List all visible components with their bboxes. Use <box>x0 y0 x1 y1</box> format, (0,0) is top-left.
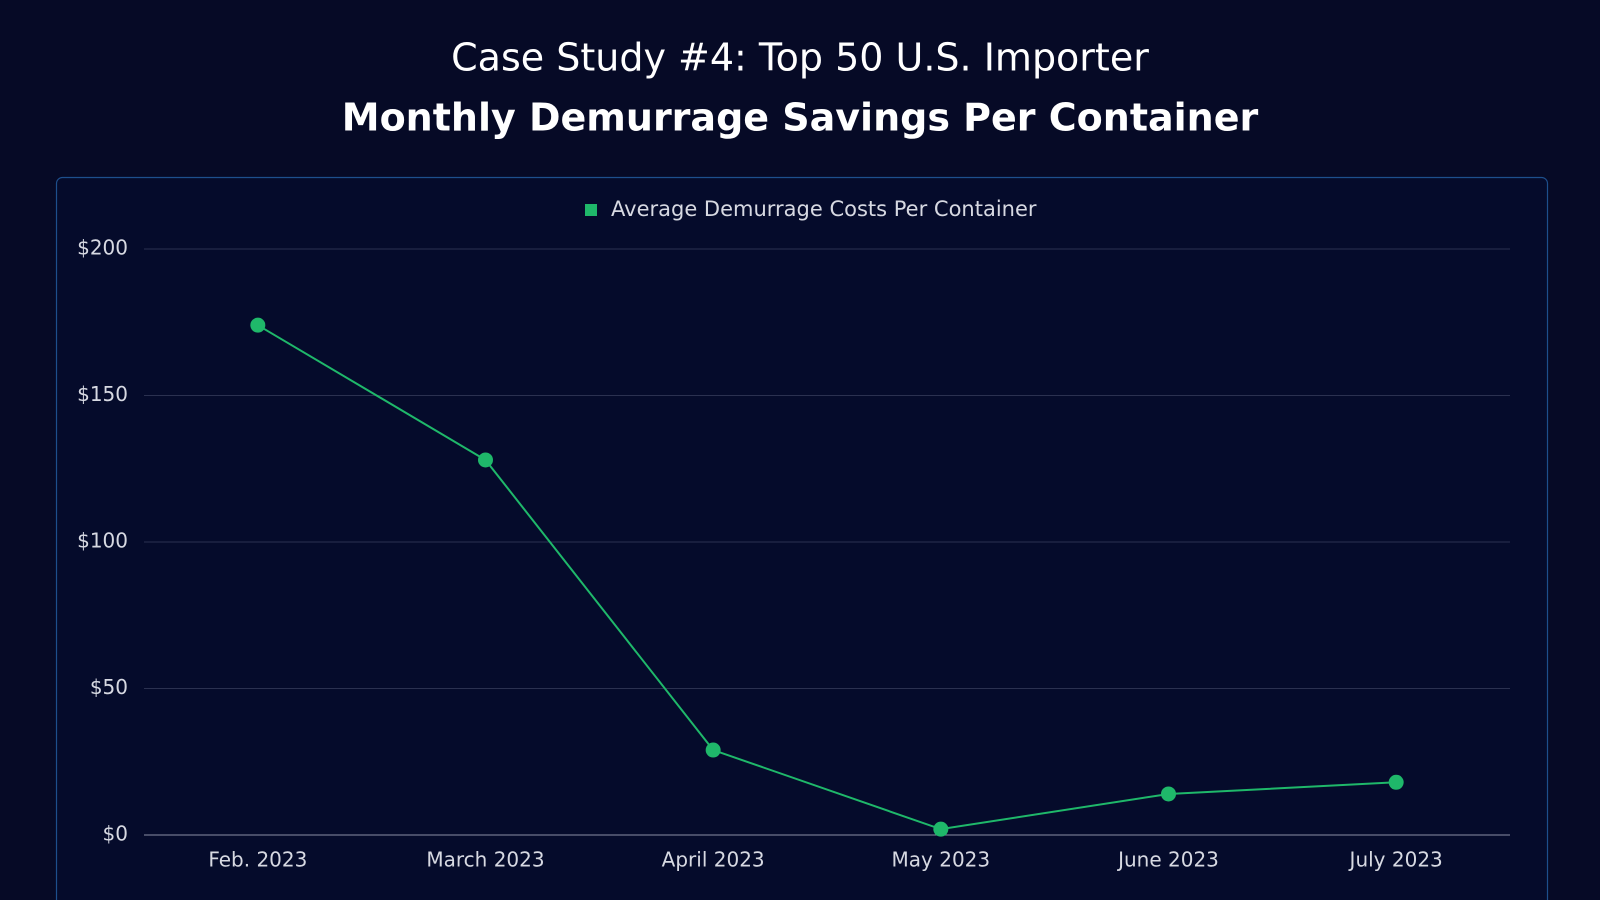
legend-swatch <box>585 204 597 216</box>
x-tick-label: March 2023 <box>426 848 544 872</box>
data-point <box>933 821 949 837</box>
data-point <box>250 317 266 333</box>
y-tick-label: $200 <box>77 236 128 260</box>
y-tick-label: $100 <box>77 529 128 553</box>
x-tick-label: Feb. 2023 <box>208 848 307 872</box>
y-tick-label: $50 <box>90 675 128 699</box>
series-line <box>257 324 1397 831</box>
data-point <box>478 452 493 468</box>
data-point <box>1388 774 1404 790</box>
x-tick-label: June 2023 <box>1116 848 1219 872</box>
x-tick-label: July 2023 <box>1348 848 1443 872</box>
chart-title: Case Study #4: Top 50 U.S. Importer <box>451 36 1149 80</box>
y-tick-label: $0 <box>103 822 128 846</box>
x-tick-label: May 2023 <box>892 848 991 872</box>
data-point <box>705 742 721 758</box>
legend-label: Average Demurrage Costs Per Container <box>611 197 1037 221</box>
x-tick-label: April 2023 <box>662 848 765 872</box>
data-point <box>1161 786 1176 802</box>
chart-subtitle: Monthly Demurrage Savings Per Container <box>342 96 1259 140</box>
chart-panel <box>55 176 1549 900</box>
y-tick-label: $150 <box>77 382 128 406</box>
